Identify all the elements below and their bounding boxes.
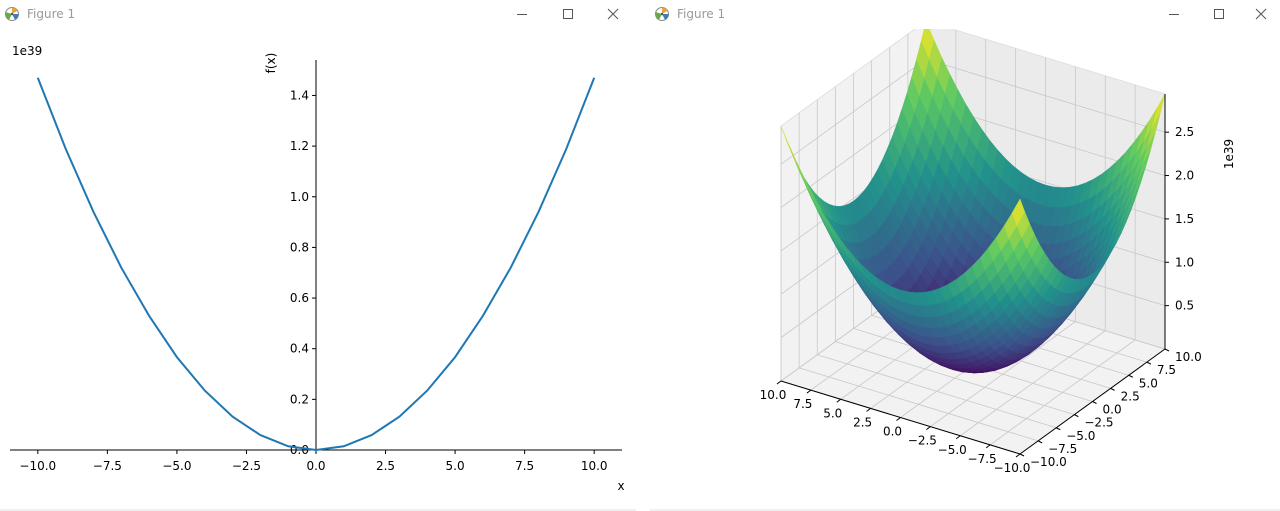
y-tick-label: 5.0: [1139, 376, 1158, 390]
x-tick-label: 0.0: [883, 425, 902, 439]
y-tick-label: 7.5: [1157, 363, 1176, 377]
maximize-icon: [563, 9, 573, 19]
close-button[interactable]: [590, 0, 636, 29]
y-tick: [1074, 414, 1079, 418]
minimize-icon: [1169, 14, 1179, 15]
y-tick-label: 10.0: [1175, 350, 1202, 364]
grid-line: [925, 58, 1166, 133]
x-tick-label: −7.5: [968, 452, 997, 466]
y-tick-label: 0.8: [290, 240, 309, 254]
x-tick-label: 2.5: [376, 459, 395, 473]
x-tick: [985, 444, 991, 449]
y-tick-label: 1.2: [290, 139, 309, 153]
x-tick: [955, 435, 961, 440]
x-tick: [776, 380, 782, 385]
surface-patch: [1011, 198, 1026, 227]
window-title: Figure 1: [27, 7, 76, 21]
x-tick-label: 5.0: [823, 406, 842, 420]
y-tick: [1164, 348, 1170, 352]
window-gap: [636, 0, 650, 511]
maximize-icon: [1214, 9, 1224, 19]
line-chart[interactable]: −10.0 −7.5 −5.0 −2.5 0.0 2.5 5.0 7.5 10.0 0.0 0.2 0…: [0, 29, 636, 509]
maximize-button[interactable]: [1196, 0, 1242, 29]
series-line: [36, 77, 596, 452]
x-tick: [866, 407, 871, 412]
y-tick-label: 2.5: [1121, 389, 1140, 403]
x-tick: [806, 389, 812, 394]
matplotlib-icon: [655, 7, 669, 21]
x-tick-label: 7.5: [515, 459, 534, 473]
status-strip: [650, 509, 1280, 511]
title-bar[interactable]: Figure 1: [650, 0, 1280, 29]
title-bar[interactable]: Figure 1: [0, 0, 636, 29]
surface: [780, 29, 1166, 374]
status-strip: [0, 509, 636, 511]
grid-line: [780, 58, 927, 165]
y-tick: [1110, 387, 1115, 391]
x-tick-label: −7.5: [93, 459, 122, 473]
x-axis-label: x: [617, 479, 624, 493]
y-tick-label: 0.4: [290, 342, 309, 356]
y-tick: [1092, 401, 1097, 404]
y-tick-label: 0.0: [290, 443, 309, 457]
figure-window-2: Figure 1 −10.0 −7.5 −5.0 −2.5 0.0 2.5 5.0 7.5 10…: [650, 0, 1280, 511]
x-tick-label: 2.5: [853, 415, 872, 429]
minimize-button[interactable]: [499, 0, 545, 29]
y-tick-label: −7.5: [1048, 442, 1077, 456]
x-tick-label: 10.0: [760, 388, 787, 402]
x-tick-label: 0.0: [306, 459, 325, 473]
x-tick: [926, 426, 931, 431]
x-tick-label: −10.0: [19, 459, 56, 473]
y-tick: [1056, 427, 1061, 431]
x-tick-label: −2.5: [232, 459, 261, 473]
y-tick-label: −5.0: [1066, 429, 1095, 443]
y-tick: [1019, 453, 1025, 457]
x-tick-label: −10.0: [994, 461, 1031, 475]
offset-text: 1e39: [12, 44, 42, 58]
close-icon: [1255, 8, 1267, 20]
y-tick: [1146, 361, 1152, 365]
y-tick-label: 0.2: [290, 392, 309, 406]
window-title: Figure 1: [677, 7, 726, 21]
z-tick-label: 2.5: [1175, 125, 1194, 139]
close-icon: [607, 8, 619, 20]
x-tick-label: −5.0: [162, 459, 191, 473]
minimize-button[interactable]: [1151, 0, 1197, 29]
x-tick: [896, 417, 901, 421]
surface-chart[interactable]: −10.0−7.5−5.0−2.50.02.55.07.510.0−10.0−7…: [650, 29, 1280, 509]
y-tick-label: 1.0: [290, 190, 309, 204]
x-tick-label: 7.5: [793, 397, 812, 411]
y-tick-label: 0.0: [1103, 403, 1122, 417]
x-tick-label: 5.0: [446, 459, 465, 473]
x-tick-label: −2.5: [908, 434, 937, 448]
y-tick-label: 0.6: [290, 291, 309, 305]
x-tick-label: 10.0: [581, 459, 608, 473]
x-tick: [836, 398, 842, 403]
z-tick-label: 1.0: [1175, 255, 1194, 269]
matplotlib-icon: [5, 7, 19, 21]
x-tick: [1015, 453, 1021, 458]
y-tick: [1037, 440, 1043, 444]
figure-window-1: Figure 1 −10.0 −7.5 −5.0 −2.5 0.0 2.5 5.0 7.5 10…: [0, 0, 636, 511]
y-tick-label: −2.5: [1084, 416, 1113, 430]
close-button[interactable]: [1238, 0, 1280, 29]
y-tick: [1128, 374, 1133, 378]
z-tick-label: 0.5: [1175, 299, 1194, 313]
offset-text: 1e39: [1222, 139, 1236, 169]
z-tick-label: 1.5: [1175, 212, 1194, 226]
z-tick-label: 2.0: [1175, 169, 1194, 183]
maximize-button[interactable]: [545, 0, 591, 29]
x-tick-label: −5.0: [938, 443, 967, 457]
minimize-icon: [517, 14, 527, 15]
y-axis-label: f(x): [264, 53, 278, 74]
y-tick-label: 1.4: [290, 88, 309, 102]
y-tick-label: −10.0: [1030, 455, 1067, 469]
